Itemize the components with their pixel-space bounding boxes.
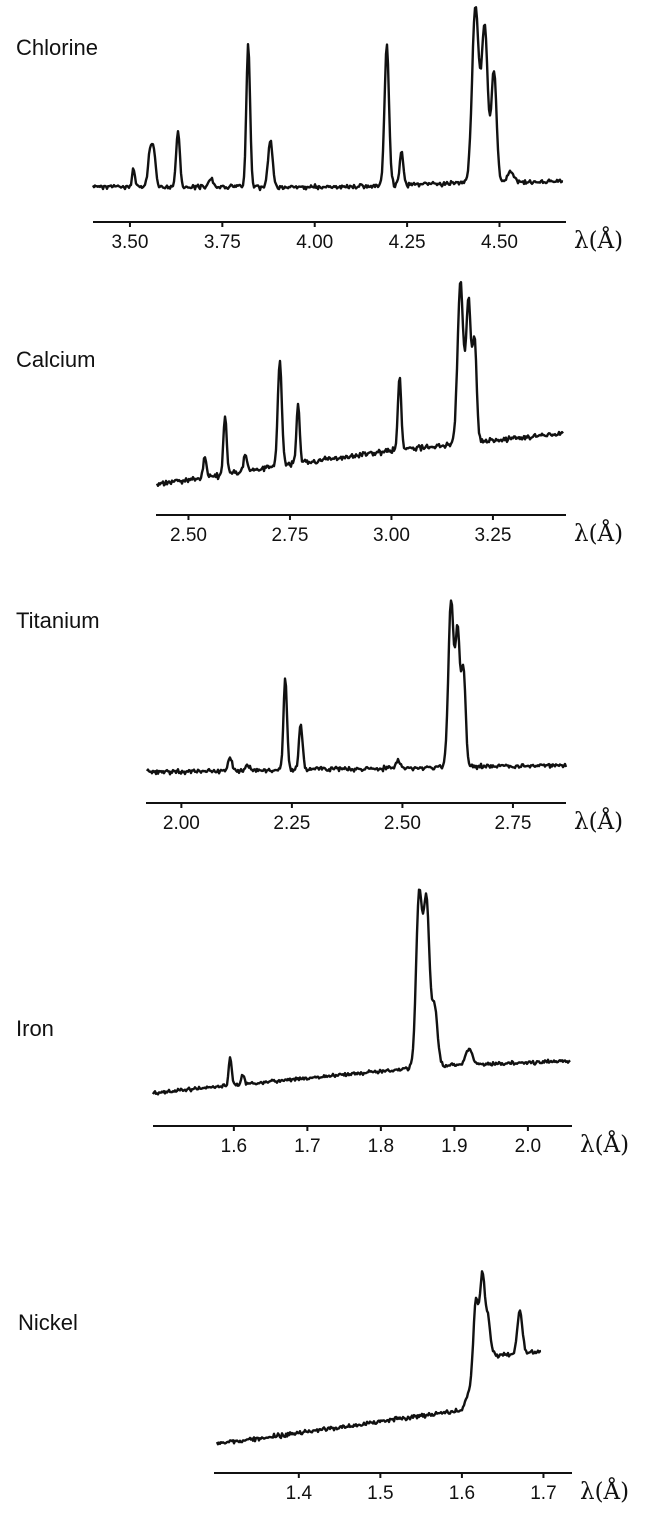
x-tick-label: 1.4 [286, 1483, 313, 1504]
x-tick-label: 1.6 [221, 1136, 247, 1157]
calcium-x-ticks: 2.50 2.75 3.00 3.25 [170, 515, 511, 546]
x-tick-label: 1.7 [530, 1483, 556, 1504]
x-tick-label: 3.25 [474, 525, 511, 546]
calcium-spectrum-trace [155, 281, 564, 487]
x-tick-label: 4.25 [389, 232, 426, 253]
x-tick-label: 4.00 [296, 232, 333, 253]
x-tick-label: 2.50 [384, 813, 421, 834]
x-tick-label: 3.50 [111, 232, 148, 253]
chlorine-x-ticks: 3.50 3.75 4.00 4.25 4.50 [111, 222, 518, 253]
calcium-panel: Calcium 2.50 2.75 3.00 3.25 λ(Å) [16, 281, 623, 547]
x-tick-label: 1.7 [294, 1136, 320, 1157]
x-tick-label: 2.75 [494, 813, 531, 834]
x-tick-label: 2.0 [515, 1136, 541, 1157]
x-tick-label: 1.5 [367, 1483, 393, 1504]
titanium-x-axis-label: λ(Å) [574, 807, 623, 835]
x-tick-label: 2.25 [273, 813, 310, 834]
iron-x-ticks: 1.6 1.7 1.8 1.9 2.0 [221, 1126, 541, 1157]
nickel-x-axis-label: λ(Å) [580, 1477, 629, 1505]
titanium-panel: Titanium 2.00 2.25 2.50 2.75 λ(Å) [16, 599, 623, 835]
x-tick-label: 1.6 [449, 1483, 475, 1504]
iron-panel: Iron 1.6 1.7 1.8 1.9 2.0 λ(Å) [16, 888, 629, 1158]
x-tick-label: 2.50 [170, 525, 207, 546]
x-tick-label: 2.75 [271, 525, 308, 546]
titanium-title: Titanium [16, 608, 100, 633]
x-tick-label: 3.75 [204, 232, 241, 253]
calcium-title: Calcium [16, 347, 95, 372]
nickel-x-ticks: 1.4 1.5 1.6 1.7 [286, 1473, 557, 1504]
x-tick-label: 1.9 [441, 1136, 467, 1157]
x-tick-label: 3.00 [373, 525, 410, 546]
chlorine-x-axis-label: λ(Å) [574, 226, 623, 254]
titanium-x-ticks: 2.00 2.25 2.50 2.75 [163, 803, 531, 834]
chlorine-spectrum-trace [91, 6, 564, 192]
calcium-x-axis-label: λ(Å) [574, 519, 623, 547]
iron-x-axis-label: λ(Å) [580, 1130, 629, 1158]
nickel-title: Nickel [18, 1310, 78, 1335]
nickel-spectrum-trace [215, 1270, 542, 1446]
chlorine-title: Chlorine [16, 35, 98, 60]
iron-title: Iron [16, 1016, 54, 1041]
nickel-panel: Nickel 1.4 1.5 1.6 1.7 λ(Å) [18, 1270, 629, 1505]
iron-spectrum-trace [151, 888, 571, 1096]
x-tick-label: 4.50 [481, 232, 518, 253]
titanium-spectrum-trace [146, 599, 568, 776]
x-tick-label: 2.00 [163, 813, 200, 834]
chlorine-panel: Chlorine 3.50 3.75 4.00 4.25 4.50 λ(Å) [16, 6, 623, 254]
x-tick-label: 1.8 [368, 1136, 394, 1157]
